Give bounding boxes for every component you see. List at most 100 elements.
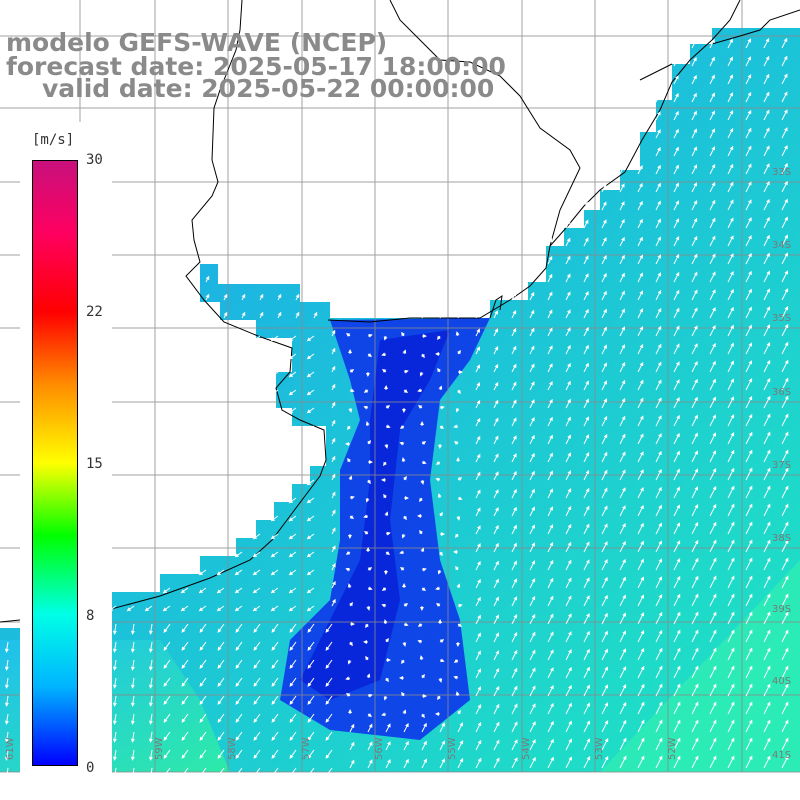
wind-arrow — [691, 414, 698, 427]
wind-arrow — [691, 217, 698, 229]
wind-arrow — [493, 578, 499, 589]
lat-label-41S: 41S — [772, 750, 791, 761]
wind-arrow — [419, 497, 424, 502]
wind-arrow — [673, 665, 681, 679]
wind-arrow — [420, 479, 425, 485]
wind-arrow — [365, 421, 370, 427]
wind-arrow — [384, 511, 389, 517]
wind-arrow — [493, 596, 499, 607]
wind-arrow — [289, 767, 297, 777]
lat-label-38S: 38S — [772, 533, 791, 544]
wind-arrow — [637, 326, 644, 337]
wind-arrow — [727, 629, 735, 643]
wind-arrow — [349, 388, 355, 393]
wind-arrow — [637, 701, 645, 715]
wind-arrow — [727, 306, 734, 319]
wind-arrow — [583, 666, 590, 679]
wind-arrow — [637, 665, 645, 679]
wind-arrow — [331, 473, 336, 481]
wind-arrow — [781, 198, 788, 211]
wind-arrow — [385, 531, 391, 536]
wind-arrow — [763, 719, 771, 733]
wind-arrow — [271, 767, 279, 777]
wind-arrow — [438, 677, 443, 683]
wind-arrow — [583, 434, 590, 445]
wind-arrow — [727, 74, 734, 85]
wind-arrow — [673, 75, 679, 85]
wind-arrow — [601, 219, 607, 229]
wind-arrow — [384, 637, 389, 643]
wind-arrow — [691, 325, 698, 337]
wind-arrow — [709, 414, 716, 427]
wind-arrow — [655, 289, 662, 301]
wind-arrow — [763, 145, 770, 157]
wind-arrow — [655, 737, 663, 751]
wind-arrow — [529, 381, 535, 391]
lon-label-55W: 55W — [447, 737, 458, 760]
wind-arrow — [421, 722, 427, 733]
wind-arrow — [181, 659, 189, 669]
wind-arrow — [420, 353, 425, 359]
wind-arrow — [727, 163, 734, 175]
wind-arrow — [709, 575, 717, 589]
wind-arrow — [691, 253, 698, 265]
wind-arrow — [619, 308, 625, 319]
wind-arrow — [691, 56, 697, 67]
wind-arrow — [619, 379, 626, 391]
wind-arrow — [241, 311, 246, 319]
wind-arrow — [325, 767, 333, 777]
wind-arrow — [511, 667, 518, 679]
latitude-labels: 33S 34S 35S 36S 37S 38S 39S 40S 41S — [772, 167, 791, 761]
wind-arrow — [435, 460, 441, 465]
wind-arrow — [709, 450, 717, 463]
wind-arrow — [781, 270, 789, 283]
wind-arrow — [583, 326, 589, 337]
wind-arrow — [727, 485, 735, 499]
wind-arrow — [673, 218, 680, 229]
wind-arrow — [325, 641, 333, 651]
wind-arrow — [601, 755, 609, 769]
wind-arrow — [403, 603, 409, 608]
wind-arrow — [781, 647, 789, 661]
wind-arrow — [565, 666, 572, 679]
wind-arrow — [601, 737, 609, 751]
wind-arrow — [619, 415, 626, 427]
wind-arrow — [691, 701, 699, 715]
wind-arrow — [307, 677, 315, 687]
wind-arrow — [637, 683, 645, 697]
wind-arrow — [637, 755, 645, 769]
wind-arrow — [781, 359, 789, 373]
wind-arrow — [349, 514, 354, 519]
wind-arrow — [637, 165, 643, 175]
wind-arrow — [306, 389, 315, 396]
wind-arrow — [325, 749, 333, 759]
wind-arrow — [493, 417, 499, 427]
wind-arrow — [565, 255, 571, 265]
wind-arrow — [181, 677, 189, 687]
wind-arrow — [781, 73, 788, 85]
wind-arrow — [253, 767, 261, 777]
wind-arrow — [601, 272, 607, 283]
wind-arrow — [745, 683, 753, 697]
wind-arrow — [475, 614, 481, 625]
wind-vectors — [4, 37, 789, 779]
wind-arrow — [583, 291, 589, 301]
wind-arrow — [763, 395, 771, 409]
wind-arrow — [565, 488, 572, 499]
wind-arrow — [385, 311, 390, 319]
wind-arrow — [148, 659, 153, 671]
wind-arrow — [673, 647, 681, 661]
wind-arrow — [583, 487, 590, 499]
wind-arrow — [565, 577, 572, 589]
wind-arrow — [601, 648, 608, 661]
wind-arrow — [493, 632, 500, 643]
wind-arrow — [745, 467, 753, 481]
wind-arrow — [781, 557, 789, 571]
wind-arrow — [601, 594, 608, 607]
wind-arrow — [253, 749, 261, 759]
wind-arrow — [439, 758, 446, 769]
wind-arrow — [637, 630, 645, 643]
wind-arrow — [385, 424, 391, 429]
wind-arrow — [475, 310, 480, 319]
